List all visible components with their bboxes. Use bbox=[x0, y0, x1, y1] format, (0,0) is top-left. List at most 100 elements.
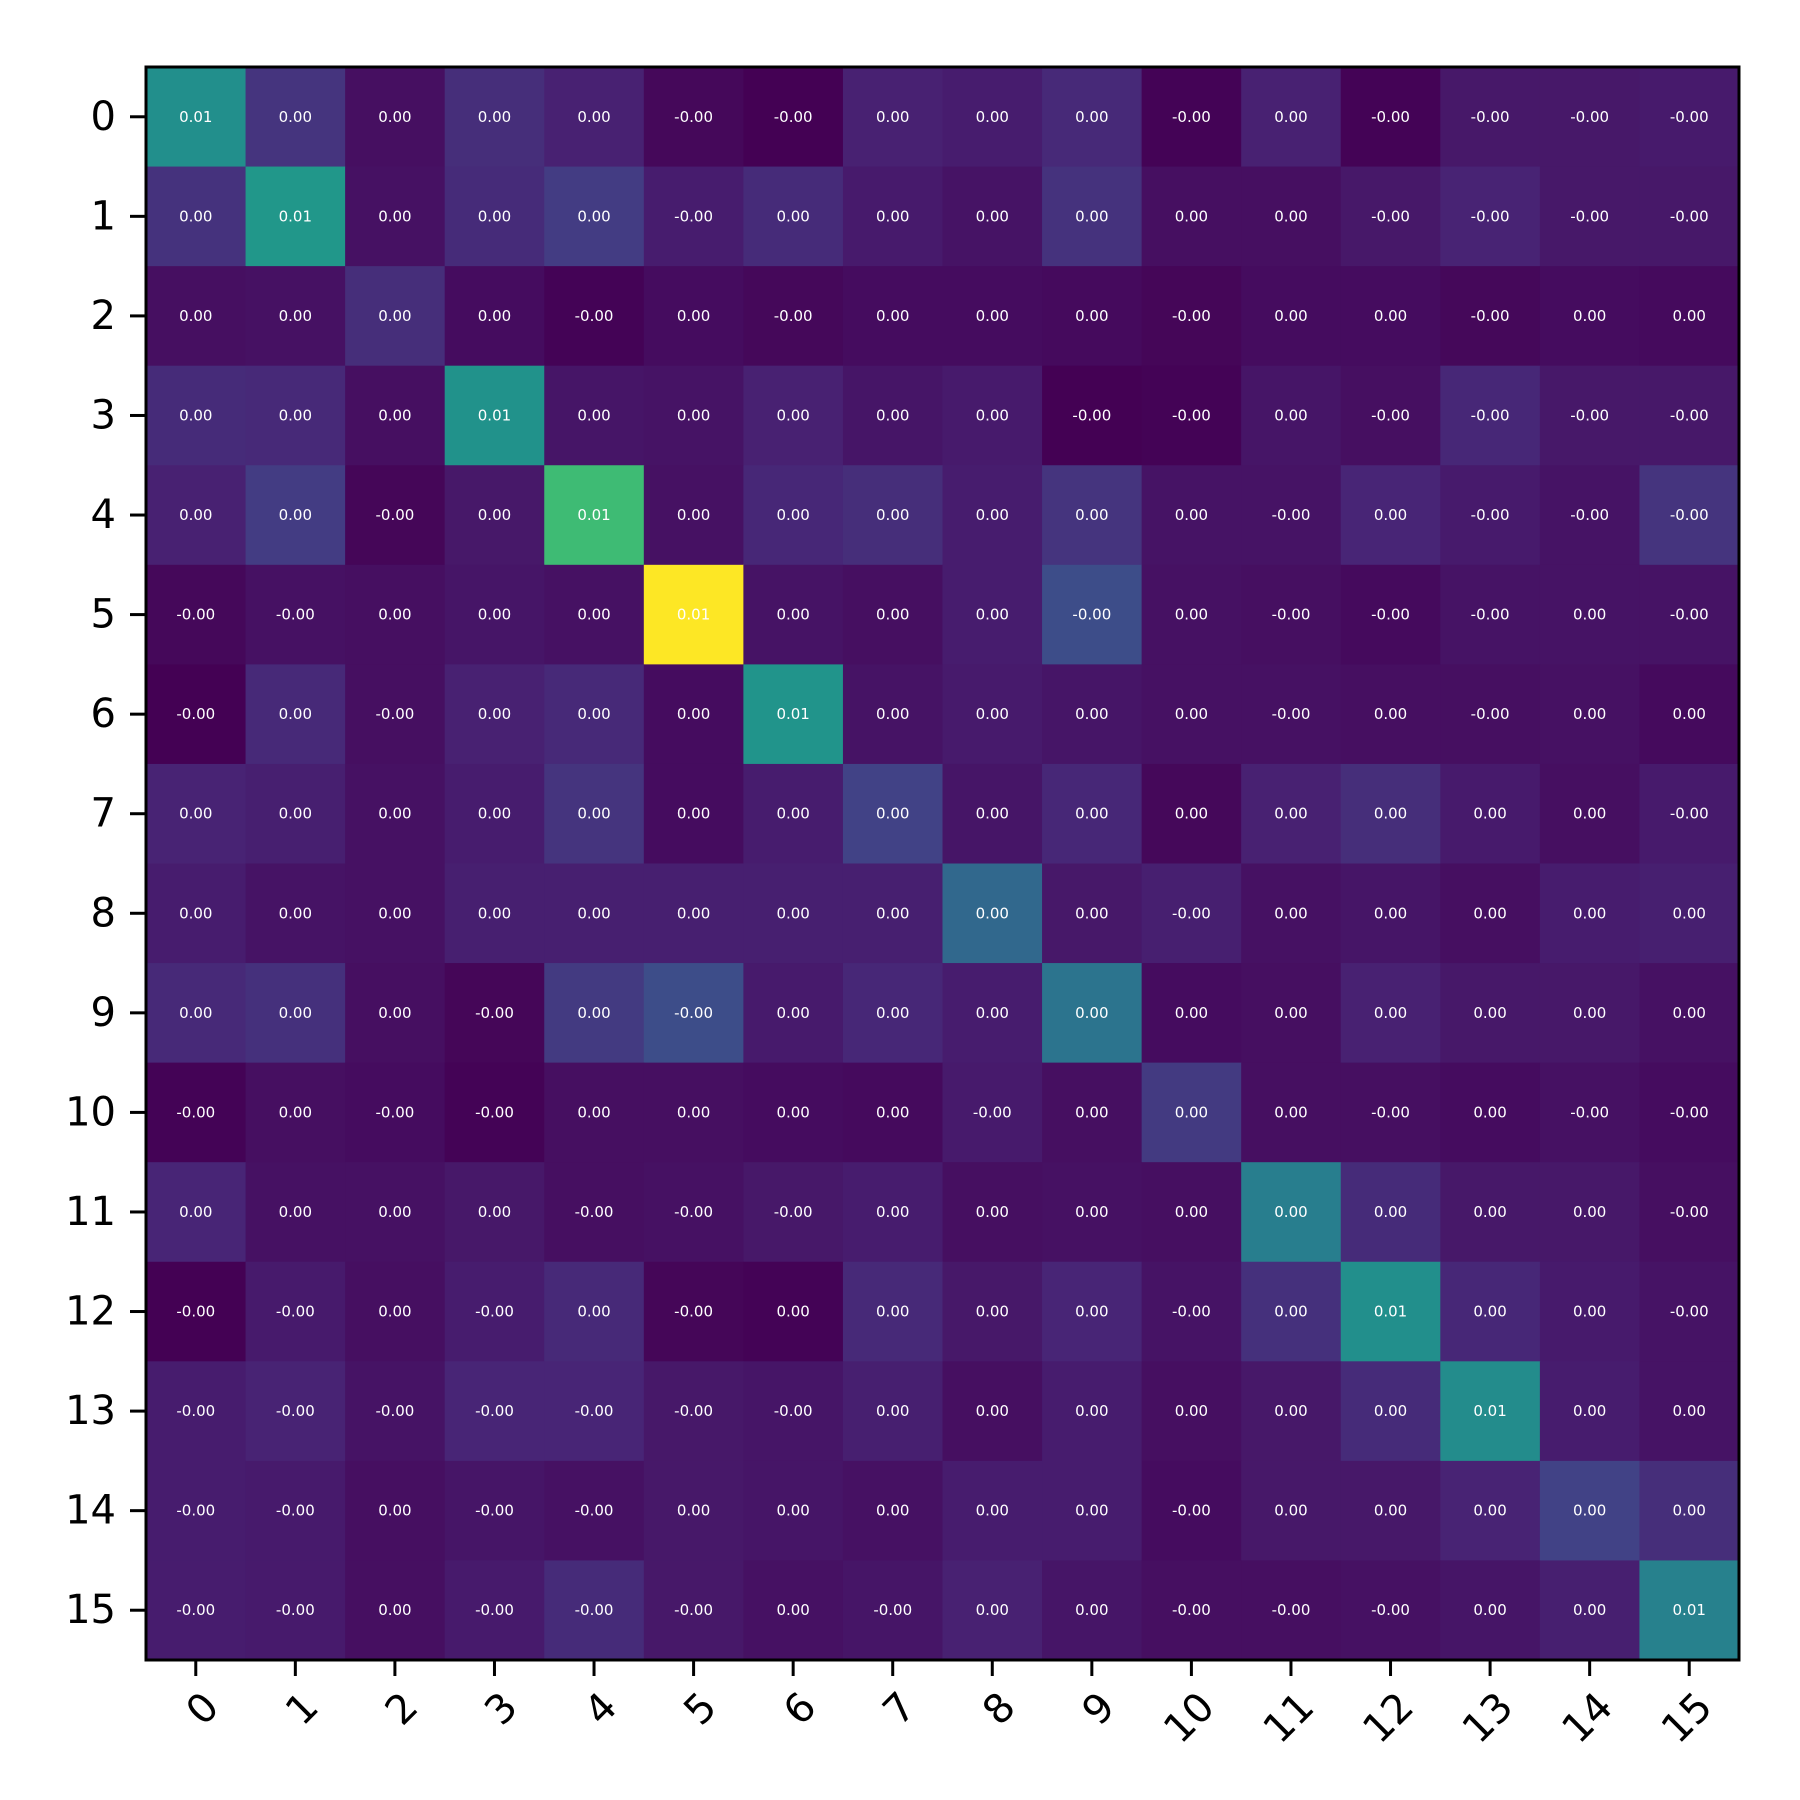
cell-value-label-r12-c15: -0.00 bbox=[1670, 1303, 1709, 1321]
cell-value-label-r3-c8: 0.00 bbox=[976, 406, 1009, 424]
cell-value-label-r13-c1: -0.00 bbox=[276, 1402, 315, 1420]
heatmap-cell-r7-c2 bbox=[345, 763, 446, 865]
heatmap-cell-r2-c14 bbox=[1539, 266, 1641, 367]
cell-value-label-r0-c8: 0.00 bbox=[976, 108, 1009, 126]
heatmap-cell-r4-c7 bbox=[842, 465, 944, 566]
x-tick-label-12: 12 bbox=[1354, 1684, 1423, 1753]
cell-value-label-r0-c11: 0.00 bbox=[1274, 108, 1307, 126]
cell-value-label-r4-c7: 0.00 bbox=[876, 506, 909, 524]
cell-value-label-r2-c11: 0.00 bbox=[1274, 307, 1307, 325]
cell-value-label-r2-c2: 0.00 bbox=[378, 307, 411, 325]
heatmap-cell-r9-c10 bbox=[1141, 963, 1242, 1064]
heatmap-cell-r9-c2 bbox=[345, 963, 446, 1064]
cell-value-label-r9-c13: 0.00 bbox=[1473, 1004, 1506, 1022]
cell-value-label-r14-c12: 0.00 bbox=[1374, 1502, 1407, 1520]
heatmap-cell-r1-c15 bbox=[1639, 166, 1740, 267]
heatmap-cell-r9-c9 bbox=[1042, 963, 1143, 1064]
heatmap-cell-r11-c8 bbox=[942, 1162, 1043, 1263]
cell-value-label-r7-c10: 0.00 bbox=[1175, 805, 1208, 823]
heatmap-cell-r2-c9 bbox=[1042, 266, 1143, 367]
cell-value-label-r5-c3: 0.00 bbox=[478, 606, 511, 624]
cell-value-label-r11-c0: 0.00 bbox=[179, 1203, 212, 1221]
heatmap-cell-r8-c9 bbox=[1042, 863, 1143, 964]
heatmap-cell-r13-c11 bbox=[1241, 1361, 1342, 1462]
heatmap-cell-r14-c11 bbox=[1241, 1460, 1342, 1562]
cell-value-label-r7-c0: 0.00 bbox=[179, 805, 212, 823]
heatmap-cell-r5-c12 bbox=[1340, 564, 1441, 665]
y-tick-label-8: 8 bbox=[91, 890, 116, 936]
cell-value-label-r4-c2: -0.00 bbox=[376, 506, 415, 524]
cell-value-label-r9-c15: 0.00 bbox=[1673, 1004, 1706, 1022]
heatmap-cell-r5-c6 bbox=[743, 564, 844, 665]
heatmap-cell-r5-c11 bbox=[1241, 564, 1342, 665]
cell-value-label-r2-c5: 0.00 bbox=[677, 307, 710, 325]
cell-value-label-r15-c8: 0.00 bbox=[976, 1601, 1009, 1619]
cell-value-label-r5-c7: 0.00 bbox=[876, 606, 909, 624]
heatmap-cell-r1-c4 bbox=[544, 166, 645, 267]
heatmap-cell-r8-c6 bbox=[743, 863, 844, 964]
y-tick-label-0: 0 bbox=[91, 94, 116, 140]
x-tick-label-6: 6 bbox=[775, 1684, 826, 1735]
cell-value-label-r0-c10: -0.00 bbox=[1172, 108, 1211, 126]
cell-value-label-r0-c7: 0.00 bbox=[876, 108, 909, 126]
cell-value-label-r5-c6: 0.00 bbox=[776, 606, 809, 624]
cell-value-label-r14-c9: 0.00 bbox=[1075, 1502, 1108, 1520]
cell-value-label-r3-c9: -0.00 bbox=[1072, 406, 1111, 424]
cell-value-label-r12-c4: 0.00 bbox=[577, 1303, 610, 1321]
y-tick-label-15: 15 bbox=[65, 1587, 116, 1633]
heatmap-cell-r7-c8 bbox=[942, 763, 1043, 865]
cell-value-label-r9-c2: 0.00 bbox=[378, 1004, 411, 1022]
cell-value-label-r0-c2: 0.00 bbox=[378, 108, 411, 126]
heatmap-cell-r7-c7 bbox=[842, 763, 944, 865]
cell-value-label-r12-c7: 0.00 bbox=[876, 1303, 909, 1321]
cell-value-label-r12-c10: -0.00 bbox=[1172, 1303, 1211, 1321]
heatmap-cell-r15-c14 bbox=[1539, 1560, 1641, 1661]
cell-value-label-r13-c12: 0.00 bbox=[1374, 1402, 1407, 1420]
heatmap-cell-r12-c5 bbox=[643, 1261, 744, 1362]
y-tick-label-10: 10 bbox=[65, 1089, 116, 1135]
heatmap-cell-r5-c3 bbox=[444, 564, 545, 665]
cell-value-label-r13-c5: -0.00 bbox=[674, 1402, 713, 1420]
cell-value-label-r3-c0: 0.00 bbox=[179, 406, 212, 424]
heatmap-cell-r12-c11 bbox=[1241, 1261, 1342, 1362]
heatmap-cell-r10-c6 bbox=[743, 1062, 844, 1163]
cell-value-label-r1-c11: 0.00 bbox=[1274, 207, 1307, 225]
heatmap-cell-r8-c3 bbox=[444, 863, 545, 964]
heatmap-cell-r7-c12 bbox=[1340, 763, 1441, 865]
heatmap-cell-r14-c7 bbox=[842, 1460, 944, 1562]
cell-value-label-r6-c11: -0.00 bbox=[1272, 705, 1311, 723]
heatmap-cell-r14-c3 bbox=[444, 1460, 545, 1562]
heatmap-cell-r5-c9 bbox=[1042, 564, 1143, 665]
cell-value-label-r1-c4: 0.00 bbox=[577, 207, 610, 225]
cell-value-label-r4-c12: 0.00 bbox=[1374, 506, 1407, 524]
heatmap-cell-r10-c13 bbox=[1440, 1062, 1541, 1163]
cell-value-label-r5-c2: 0.00 bbox=[378, 606, 411, 624]
heatmap-cell-labels: 0.01 0.00 0.00 0.00 0.00 -0.00 -0.00 0.00 0.00 0.… bbox=[176, 108, 1708, 1619]
cell-value-label-r15-c10: -0.00 bbox=[1172, 1601, 1211, 1619]
cell-value-label-r1-c10: 0.00 bbox=[1175, 207, 1208, 225]
cell-value-label-r9-c3: -0.00 bbox=[475, 1004, 514, 1022]
heatmap-cell-r4-c14 bbox=[1539, 465, 1641, 566]
cell-value-label-r2-c3: 0.00 bbox=[478, 307, 511, 325]
cell-value-label-r7-c7: 0.00 bbox=[876, 805, 909, 823]
cell-value-label-r14-c14: 0.00 bbox=[1573, 1502, 1606, 1520]
heatmap-cell-r15-c10 bbox=[1141, 1560, 1242, 1661]
cell-value-label-r12-c9: 0.00 bbox=[1075, 1303, 1108, 1321]
heatmap-cell-r1-c7 bbox=[842, 166, 944, 267]
cell-value-label-r15-c15: 0.01 bbox=[1673, 1601, 1706, 1619]
cell-value-label-r8-c0: 0.00 bbox=[179, 904, 212, 922]
cell-value-label-r10-c9: 0.00 bbox=[1075, 1103, 1108, 1121]
heatmap-cell-r14-c10 bbox=[1141, 1460, 1242, 1562]
heatmap-cell-r14-c12 bbox=[1340, 1460, 1441, 1562]
heatmap-cell-r10-c8 bbox=[942, 1062, 1043, 1163]
x-tick-label-3: 3 bbox=[476, 1684, 527, 1735]
cell-value-label-r7-c5: 0.00 bbox=[677, 805, 710, 823]
heatmap-cell-r6-c12 bbox=[1340, 664, 1441, 765]
heatmap-cell-r6-c9 bbox=[1042, 664, 1143, 765]
cell-value-label-r13-c10: 0.00 bbox=[1175, 1402, 1208, 1420]
heatmap-cell-r3-c14 bbox=[1539, 365, 1641, 466]
heatmap-cell-r0-c3 bbox=[444, 67, 545, 168]
cell-value-label-r4-c6: 0.00 bbox=[776, 506, 809, 524]
cell-value-label-r10-c7: 0.00 bbox=[876, 1103, 909, 1121]
cell-value-label-r10-c13: 0.00 bbox=[1473, 1103, 1506, 1121]
